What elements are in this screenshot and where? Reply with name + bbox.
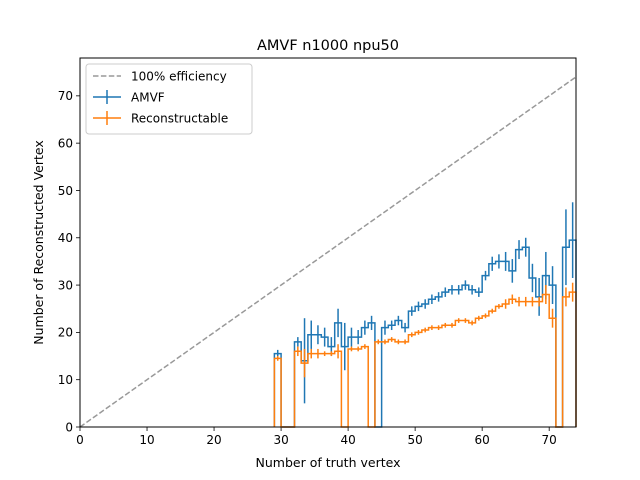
legend: 100% efficiency AMVF Reconstructable bbox=[85, 63, 253, 135]
axes: 0 10 20 30 40 50 60 70 0 10 20 30 40 50 60 70 bbox=[58, 89, 557, 447]
x-tick-label: 0 bbox=[76, 433, 84, 447]
chart-title: AMVF n1000 npu50 bbox=[257, 38, 399, 54]
x-tick-label: 20 bbox=[206, 433, 221, 447]
axes-frame bbox=[79, 57, 577, 428]
legend-box bbox=[85, 63, 253, 135]
x-tick-label: 70 bbox=[542, 433, 557, 447]
x-tick-label: 50 bbox=[407, 433, 422, 447]
legend-label: 100% efficiency bbox=[131, 69, 227, 83]
amvf-step-line bbox=[273, 239, 577, 428]
x-tick-label: 60 bbox=[475, 433, 490, 447]
y-tick-label: 30 bbox=[58, 278, 73, 292]
x-tick-label: 10 bbox=[139, 433, 154, 447]
y-axis-label: Number of Reconstructed Vertex bbox=[31, 140, 46, 345]
x-axis-label: Number of truth vertex bbox=[256, 455, 401, 470]
x-tick-label: 40 bbox=[340, 433, 355, 447]
legend-label: AMVF bbox=[131, 90, 165, 104]
y-tick-label: 20 bbox=[58, 326, 73, 340]
y-tick-label: 10 bbox=[58, 373, 73, 387]
y-tick-label: 70 bbox=[58, 89, 73, 103]
legend-label: Reconstructable bbox=[131, 111, 228, 125]
reconstructable-step-line bbox=[273, 291, 577, 428]
y-tick-label: 50 bbox=[58, 184, 73, 198]
y-tick-label: 40 bbox=[58, 231, 73, 245]
efficiency-line bbox=[79, 76, 577, 428]
y-tick-label: 60 bbox=[58, 136, 73, 150]
plot-area bbox=[79, 76, 577, 428]
x-tick-label: 30 bbox=[273, 433, 288, 447]
y-tick-label: 0 bbox=[65, 420, 73, 434]
